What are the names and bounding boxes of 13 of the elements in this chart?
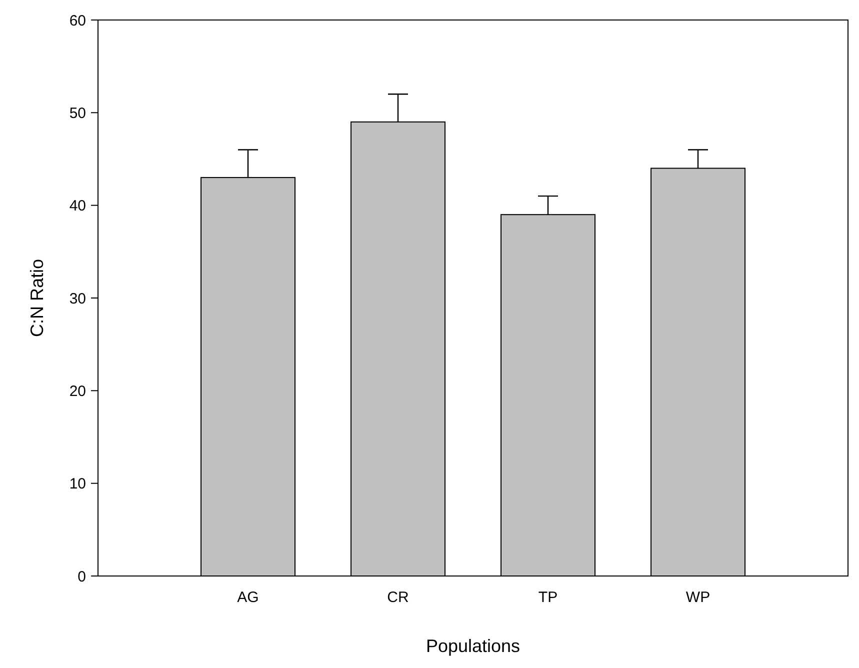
x-tick-label: CR	[387, 589, 409, 606]
y-tick-label: 60	[69, 12, 86, 30]
x-tick-label: TP	[538, 589, 558, 606]
y-tick-label: 20	[69, 382, 86, 400]
y-tick-label: 10	[69, 476, 86, 493]
x-axis-title: Populations	[426, 636, 520, 656]
y-axis-title: C:N Ratio	[27, 258, 47, 338]
y-tick-label: 50	[69, 104, 86, 122]
x-tick-label: AG	[237, 589, 259, 606]
y-tick-label: 0	[78, 568, 86, 586]
y-tick-label: 30	[69, 290, 86, 308]
y-tick-label: 40	[69, 198, 86, 215]
x-tick-label: WP	[686, 589, 710, 606]
